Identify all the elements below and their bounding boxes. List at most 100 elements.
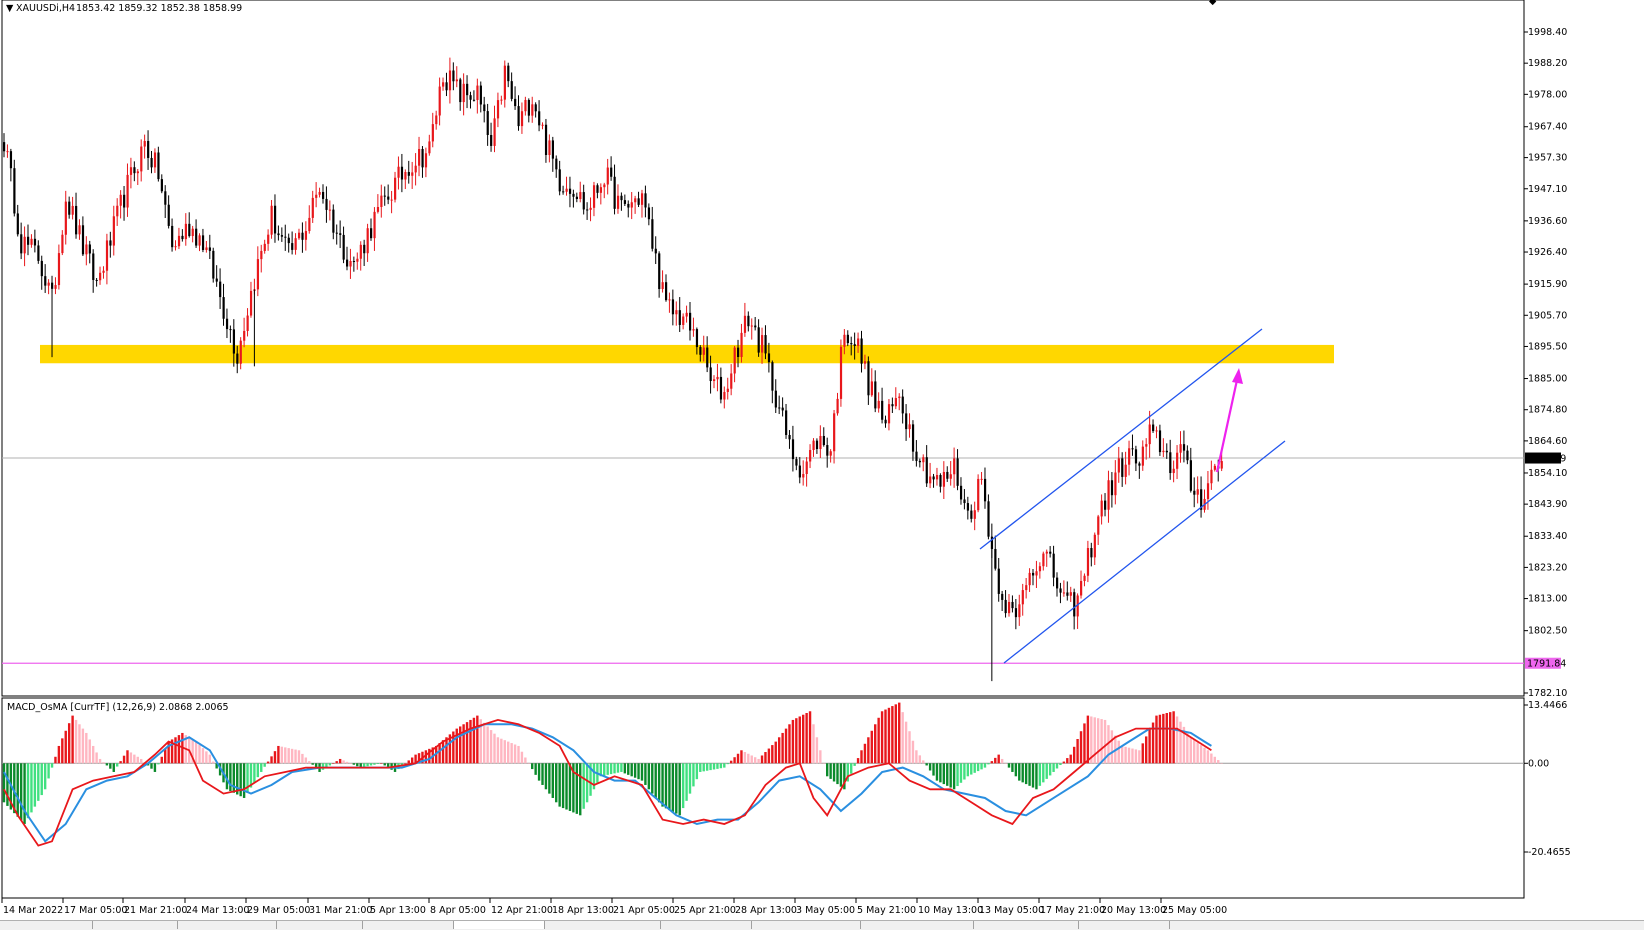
bear-candle [9,151,13,169]
histogram-bar-positive [455,728,458,764]
bull-candle [503,65,506,100]
bull-candle [898,396,901,399]
bear-candle [95,279,98,281]
bull-candle [404,171,407,180]
bear-candle [280,235,284,237]
bear-candle [321,191,325,199]
price-tick-label: 1957.30 [1528,153,1567,164]
bull-candle [61,234,64,254]
histogram-bar-positive [1100,719,1103,764]
chart-tab[interactable] [752,921,861,929]
bull-candle [198,235,201,246]
bull-candle [819,435,822,450]
histogram-bar-negative [705,763,709,771]
bear-candle [1189,460,1192,491]
bull-candle [836,398,839,414]
histogram-bar-negative [664,763,668,809]
bear-candle [514,98,517,107]
bear-candle [987,501,990,537]
bear-candle [92,253,95,280]
bull-candle [1124,464,1127,477]
chart-tab[interactable] [0,921,93,929]
histogram-bar-positive [774,741,777,764]
bear-candle [1134,449,1138,464]
bull-candle [311,197,314,218]
histogram-bar-positive [301,753,304,764]
histogram-bar-positive [287,748,290,764]
bull-candle [1179,444,1182,453]
histogram-bar-positive [1120,745,1124,764]
histogram-bar-negative [630,763,633,777]
histogram-bar-negative [43,763,47,790]
histogram-bar-negative [229,763,232,792]
support-level-label: 1791.84 [1527,659,1566,670]
chart-tab[interactable] [974,921,1079,929]
macd-line [3,718,1212,847]
bull-candle [1206,483,1210,499]
chart-tab[interactable] [1079,921,1170,929]
bear-candle [1056,577,1059,589]
bull-candle [870,381,873,396]
bear-candle [510,81,513,99]
bear-candle [352,261,356,263]
bull-candle [682,316,685,325]
indicator-tick-label: 13.4466 [1528,700,1567,711]
bull-candle [1007,601,1011,614]
histogram-bar-negative [846,763,849,782]
bear-candle [544,124,548,156]
chart-tab[interactable] [363,921,454,929]
bull-candle [1097,516,1100,535]
bull-candle [239,340,242,364]
price-tick-label: 1885.00 [1528,374,1567,385]
bear-candle [747,315,750,327]
chart-tab[interactable] [277,921,363,929]
chart-tabs-bar[interactable] [0,920,1644,930]
bull-candle [603,184,606,188]
bull-candle [30,238,33,245]
bear-candle [88,244,91,254]
time-tick-label: 5 Apr 13:00 [370,905,426,916]
histogram-bar-negative [983,763,987,768]
histogram-bar-negative [623,763,627,774]
bull-candle [328,209,332,211]
chart-tab[interactable] [93,921,178,929]
histogram-bar-positive [129,752,133,764]
bull-candle [136,171,139,174]
chart-tab[interactable] [545,921,661,929]
bull-candle [394,177,397,200]
bear-candle [195,228,198,246]
chart-tab[interactable] [861,921,974,929]
projection-arrow-head [1232,368,1243,384]
bear-candle [201,235,205,250]
bull-candle [812,440,815,450]
bull-candle [356,258,359,262]
chart-tab[interactable] [661,921,752,929]
bear-candle [884,419,887,424]
histogram-bar-negative [314,763,318,769]
bear-candle [1066,592,1069,596]
bear-candle [586,209,589,211]
bull-candle [462,83,465,103]
bear-candle [754,325,757,328]
histogram-bar-negative [23,763,26,824]
histogram-bar-negative [575,763,579,814]
price-tick-label: 1926.40 [1528,247,1567,258]
histogram-bar-negative [321,763,325,770]
price-tick-label: 1843.90 [1528,499,1567,510]
chart-tab-active[interactable] [454,921,545,929]
chart-tab[interactable] [178,921,277,929]
bear-candle [16,213,19,235]
histogram-bar-negative [678,763,681,816]
histogram-bar-positive [486,726,489,764]
histogram-bar-negative [640,763,644,781]
histogram-bar-negative [826,763,829,777]
bull-candle [929,476,932,484]
histogram-bar-positive [349,763,352,764]
histogram-bar-negative [1052,763,1055,772]
histogram-bar-positive [273,751,277,764]
histogram-bar-negative [26,763,30,819]
histogram-bar-positive [294,749,297,764]
bear-candle [644,193,647,208]
histogram-bar-positive [1203,747,1206,764]
